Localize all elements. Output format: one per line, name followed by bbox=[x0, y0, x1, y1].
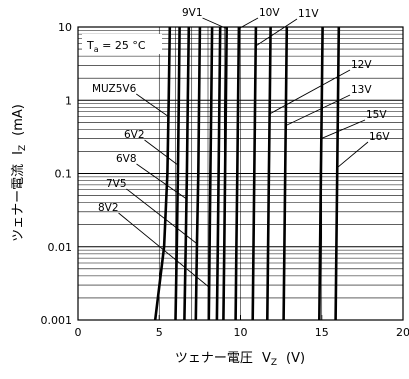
x-tick-label: 15 bbox=[315, 326, 329, 339]
callout-label-12v: 12V bbox=[351, 59, 372, 71]
callout-leader-16v bbox=[336, 141, 369, 169]
callout-leader-11v bbox=[255, 18, 298, 47]
x-axis-symbol: V bbox=[262, 351, 271, 366]
series-line-12v bbox=[266, 26, 272, 321]
condition-prefix: T bbox=[86, 39, 94, 52]
callout-leader-13v bbox=[285, 94, 351, 127]
series-line-muz5v6 bbox=[153, 26, 172, 321]
series-line-6v8 bbox=[183, 26, 191, 321]
callout-label-16v: 16V bbox=[369, 131, 390, 143]
x-tick-label: 5 bbox=[156, 326, 163, 339]
callout-leader-6v2 bbox=[144, 139, 179, 166]
y-axis-unit: (mA) bbox=[11, 104, 26, 136]
series-line-9v1 bbox=[222, 26, 228, 321]
series-line-unlabeled-5 bbox=[215, 26, 222, 321]
grid bbox=[78, 27, 403, 320]
condition-box: Ta = 25 °C bbox=[82, 34, 162, 54]
y-tick-label: 10 bbox=[58, 21, 72, 34]
series-line-11v bbox=[251, 26, 258, 321]
callout-leader-7v5 bbox=[126, 188, 198, 245]
y-tick-label: 0.01 bbox=[48, 241, 73, 254]
y-axis-symbol-sub: Z bbox=[18, 145, 28, 151]
callout-label-13v: 13V bbox=[351, 84, 372, 96]
callout-label-8v2: 8V2 bbox=[98, 202, 119, 214]
x-tick-label: 10 bbox=[234, 326, 248, 339]
callout-label-15v: 15V bbox=[366, 109, 387, 121]
callout-label-10v: 10V bbox=[259, 7, 280, 19]
series-line-10v bbox=[234, 26, 241, 321]
condition-sub: a bbox=[94, 45, 99, 54]
y-axis-title: ツェナー電流 IZ (mA) bbox=[11, 104, 28, 242]
x-tick-label: 20 bbox=[396, 326, 409, 339]
series-line-7v5 bbox=[194, 26, 202, 321]
series-line-8v2 bbox=[207, 26, 214, 321]
y-tick-label: 1 bbox=[65, 94, 72, 107]
y-tick-label: 0.1 bbox=[55, 168, 73, 181]
series-callouts: MUZ5V6 6V2 6V8 7V5 8V2 9V1 10V 11V 12V 13V 15V 16V bbox=[92, 7, 390, 288]
series-curves bbox=[153, 26, 341, 321]
condition-text: = 25 °C bbox=[99, 39, 146, 52]
callout-label-6v2: 6V2 bbox=[124, 129, 145, 141]
callout-label-11v: 11V bbox=[298, 8, 319, 20]
callout-label-muz5v6: MUZ5V6 bbox=[92, 83, 137, 95]
x-axis-unit: (V) bbox=[286, 351, 305, 366]
tick-labels: 0 5 10 15 20 0.001 0.01 0.1 1 10 bbox=[41, 21, 409, 339]
condition-bg bbox=[82, 34, 162, 54]
callout-leader-muz5v6 bbox=[136, 93, 169, 117]
x-tick-label: 0 bbox=[75, 326, 82, 339]
plot-frame bbox=[77, 26, 404, 321]
callout-label-6v8: 6V8 bbox=[116, 153, 137, 165]
callout-leader-6v8 bbox=[136, 163, 187, 200]
y-axis-label: ツェナー電流 bbox=[11, 164, 26, 242]
x-axis-label: ツェナー電圧 bbox=[175, 351, 253, 366]
series-line-13v bbox=[282, 26, 289, 321]
series-line-16v bbox=[334, 26, 341, 321]
callout-leader-15v bbox=[321, 119, 366, 139]
condition-label: Ta = 25 °C bbox=[86, 39, 146, 54]
callout-label-7v5: 7V5 bbox=[106, 178, 127, 190]
x-axis-symbol-sub: Z bbox=[271, 358, 277, 368]
callout-label-9v1: 9V1 bbox=[182, 7, 203, 19]
y-tick-label: 0.001 bbox=[41, 314, 73, 327]
series-line-15v bbox=[318, 26, 324, 321]
x-axis-title: ツェナー電圧 VZ (V) bbox=[175, 351, 305, 368]
callout-leader-8v2 bbox=[118, 212, 210, 288]
series-line-6v2 bbox=[174, 26, 181, 321]
y-axis-symbol: I bbox=[11, 151, 26, 155]
callout-leader-12v bbox=[269, 69, 351, 115]
